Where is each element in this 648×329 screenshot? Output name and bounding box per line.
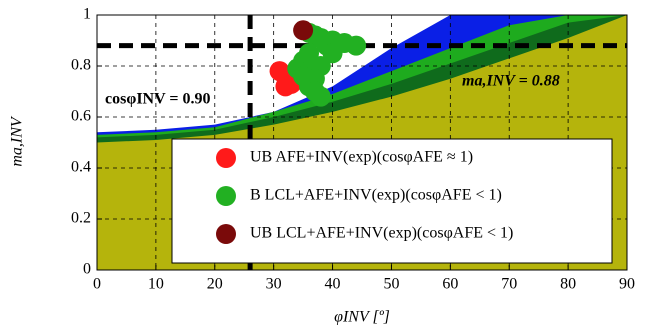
legend-marker	[216, 148, 236, 168]
annotation: ma,INV = 0.88	[462, 73, 560, 90]
axes-frame	[96, 14, 628, 271]
x-tick-label: 80	[560, 276, 576, 293]
x-axis-label: φINV [º]	[334, 309, 390, 326]
x-tick-label: 20	[207, 276, 223, 293]
x-tick-label: 0	[93, 276, 101, 293]
x-tick-label: 10	[148, 276, 164, 293]
legend-label: UB AFE+INV(exp)(cosφAFE ≈ 1)	[250, 149, 473, 166]
legend-box	[171, 138, 613, 264]
y-tick-label: 0.4	[71, 159, 91, 176]
legend-marker	[216, 186, 236, 206]
x-tick-label: 40	[325, 276, 341, 293]
scatter-point	[346, 35, 367, 56]
legend-marker	[216, 224, 236, 244]
y-tick-label: 0.6	[71, 108, 91, 125]
legend-label: UB LCL+AFE+INV(exp)(cosφAFE < 1)	[250, 225, 513, 242]
x-tick-label: 90	[619, 276, 635, 293]
x-tick-label: 30	[266, 276, 282, 293]
scatter-point	[310, 86, 331, 107]
y-tick-label: 1	[83, 6, 91, 23]
legend-label: B LCL+AFE+INV(exp)(cosφAFE < 1)	[250, 187, 502, 204]
x-tick-label: 70	[501, 276, 517, 293]
x-tick-label: 60	[442, 276, 458, 293]
scatter-point	[293, 20, 314, 41]
y-tick-label: 0.8	[71, 57, 91, 74]
y-axis-label: ma,INV	[9, 115, 26, 167]
scatter-point	[322, 43, 343, 64]
annotation: cosφINV = 0.90	[105, 91, 210, 108]
scatter-point	[293, 66, 314, 87]
x-tick-label: 50	[383, 276, 399, 293]
scatter-point	[275, 76, 296, 97]
y-tick-label: 0.2	[71, 210, 91, 227]
y-tick-label: 0	[83, 261, 91, 278]
